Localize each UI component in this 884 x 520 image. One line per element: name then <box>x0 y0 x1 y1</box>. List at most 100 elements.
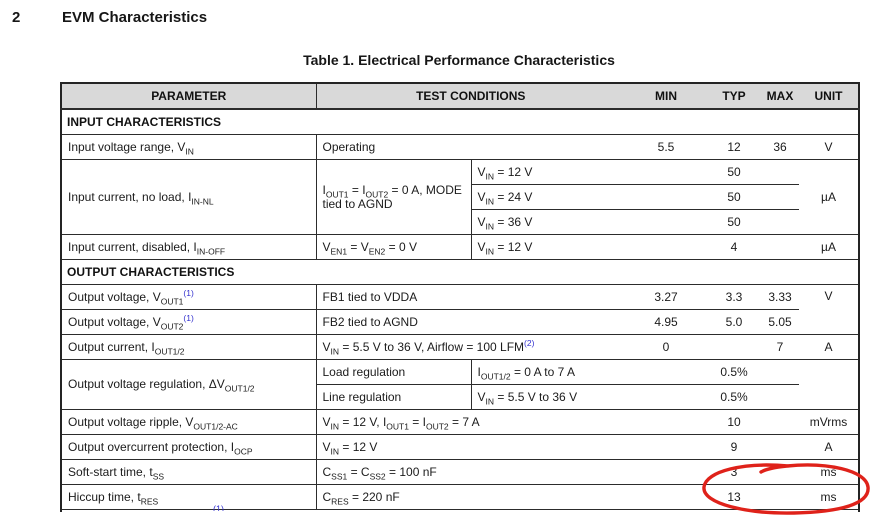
subcond-cell: VIN = 12 V <box>470 159 626 185</box>
unit-cell: µA <box>798 234 860 260</box>
col-header-conditions: TEST CONDITIONS <box>315 82 626 110</box>
typ-cell: 12 <box>707 134 761 160</box>
typ-cell: 10 <box>707 409 761 435</box>
cond-cell: FB2 tied to AGND <box>315 309 626 335</box>
typ-cell: 9 <box>707 434 761 460</box>
cond-cell: Load regulation <box>315 359 472 385</box>
unit-cell: A <box>798 434 860 460</box>
min-cell <box>625 184 707 210</box>
typ-cell: 0.5% <box>707 384 761 410</box>
typ-cell: 3 <box>707 459 761 485</box>
min-cell: 0 <box>625 334 707 360</box>
table-row-vin-range: Input voltage range, VIN Operating 5.5 1… <box>60 134 860 160</box>
max-cell <box>761 459 799 485</box>
param-cell: Input current, disabled, IIN-OFF <box>60 234 317 260</box>
max-cell <box>761 434 799 460</box>
section-number: 2 <box>12 9 21 26</box>
param-cell: Hiccup time, tRES <box>60 484 317 510</box>
param-cell: Output current, IOUT1/2 <box>60 334 317 360</box>
table-row-iin-noload-3: VIN = 36 V 50 <box>61 209 859 235</box>
param-cell: Output voltage ripple, VOUT1/2-AC <box>60 409 317 435</box>
subcond-cell: VIN = 24 V <box>470 184 626 210</box>
param-cell: Output voltage, VOUT1(1) <box>60 284 317 310</box>
min-cell <box>625 234 707 260</box>
unit-cell: mVrms <box>798 409 860 435</box>
max-cell <box>761 384 799 410</box>
max-cell: 7 <box>761 334 799 360</box>
min-cell <box>625 359 707 385</box>
max-cell <box>761 409 799 435</box>
section-label: SYSTEM CHARACTERISTICS <box>60 509 860 512</box>
param-cell: Soft-start time, tSS <box>60 459 317 485</box>
table-caption: Table 1. Electrical Performance Characte… <box>303 52 615 68</box>
max-cell: 5.05 <box>761 309 799 335</box>
unit-cell: ms <box>798 484 860 510</box>
unit-cell: A <box>798 334 860 360</box>
subcond-cell: VIN = 36 V <box>470 209 626 235</box>
col-header-min: MIN <box>625 82 707 110</box>
col-header-unit: UNIT <box>798 82 860 110</box>
cond-cell: VIN = 12 V <box>315 434 626 460</box>
min-cell <box>625 209 707 235</box>
characteristics-table: PARAMETER TEST CONDITIONS MIN TYP MAX UN… <box>60 82 860 512</box>
subcond-cell: VIN = 12 V <box>470 234 626 260</box>
subcond-cell: VIN = 5.5 V to 36 V <box>470 384 626 410</box>
table-row-vout1: Output voltage, VOUT1(1) FB1 tied to VDD… <box>60 284 860 335</box>
table-row-vreg-load: Output voltage regulation, ΔVOUT1/2 Load… <box>60 359 860 410</box>
param-cell: Output voltage, VOUT2(1) <box>60 309 317 335</box>
unit-cell <box>798 359 860 410</box>
min-cell: 4.95 <box>625 309 707 335</box>
param-cell: Output voltage regulation, ΔVOUT1/2 <box>60 359 317 410</box>
clipped-footnote-superscript-fragment: (1) <box>213 505 224 511</box>
typ-cell: 0.5% <box>707 359 761 385</box>
max-cell <box>761 159 799 185</box>
table-row-vreg-line: Line regulation VIN = 5.5 V to 36 V 0.5% <box>61 384 859 410</box>
max-cell <box>761 484 799 510</box>
table-header-row: PARAMETER TEST CONDITIONS MIN TYP MAX UN… <box>60 82 860 110</box>
typ-cell: 50 <box>707 159 761 185</box>
section-label: OUTPUT CHARACTERISTICS <box>60 259 860 285</box>
min-cell <box>625 159 707 185</box>
table-row-iin-disabled: Input current, disabled, IIN-OFF VEN1 = … <box>60 234 860 260</box>
min-cell <box>625 484 707 510</box>
subcond-cell: IOUT1/2 = 0 A to 7 A <box>470 359 626 385</box>
max-cell <box>761 234 799 260</box>
table-row-soft-start: Soft-start time, tSS CSS1 = CSS2 = 100 n… <box>60 459 860 485</box>
typ-cell: 50 <box>707 209 761 235</box>
cond-cell: VIN = 5.5 V to 36 V, Airflow = 100 LFM(2… <box>315 334 626 360</box>
table-row-ripple: Output voltage ripple, VOUT1/2-AC VIN = … <box>60 409 860 435</box>
unit-cell: V <box>798 134 860 160</box>
unit-cell: V <box>798 284 860 335</box>
max-cell <box>761 184 799 210</box>
section-row-input: INPUT CHARACTERISTICS <box>60 108 860 135</box>
unit-cell: ms <box>798 459 860 485</box>
cond-cell: CRES = 220 nF <box>315 484 626 510</box>
cond-cell: Operating <box>315 134 626 160</box>
typ-cell: 4 <box>707 234 761 260</box>
cond-cell: IOUT1 = IOUT2 = 0 A, MODE tied to AGND <box>315 159 472 235</box>
unit-cell: µA <box>798 159 860 235</box>
max-cell: 36 <box>761 134 799 160</box>
min-cell <box>625 459 707 485</box>
typ-cell: 5.0 <box>707 309 761 335</box>
section-heading: 2 EVM Characteristics <box>12 9 207 26</box>
section-row-system: SYSTEM CHARACTERISTICS <box>60 509 860 512</box>
max-cell: 3.33 <box>761 284 799 310</box>
param-cell: Input current, no load, IIN-NL <box>60 159 317 235</box>
min-cell <box>625 434 707 460</box>
typ-cell: 3.3 <box>707 284 761 310</box>
table-row-iin-noload-1: Input current, no load, IIN-NL IOUT1 = I… <box>60 159 860 235</box>
cond-cell: FB1 tied to VDDA <box>315 284 626 310</box>
table-row-hiccup: Hiccup time, tRES CRES = 220 nF 13 ms <box>60 484 860 510</box>
min-cell <box>625 409 707 435</box>
typ-cell: 13 <box>707 484 761 510</box>
section-title: EVM Characteristics <box>62 9 208 26</box>
typ-cell: 50 <box>707 184 761 210</box>
table-container: PARAMETER TEST CONDITIONS MIN TYP MAX UN… <box>60 82 862 512</box>
section-row-output: OUTPUT CHARACTERISTICS <box>60 259 860 285</box>
max-cell <box>761 209 799 235</box>
col-header-max: MAX <box>761 82 799 110</box>
param-cell: Output overcurrent protection, IOCP <box>60 434 317 460</box>
min-cell <box>625 384 707 410</box>
